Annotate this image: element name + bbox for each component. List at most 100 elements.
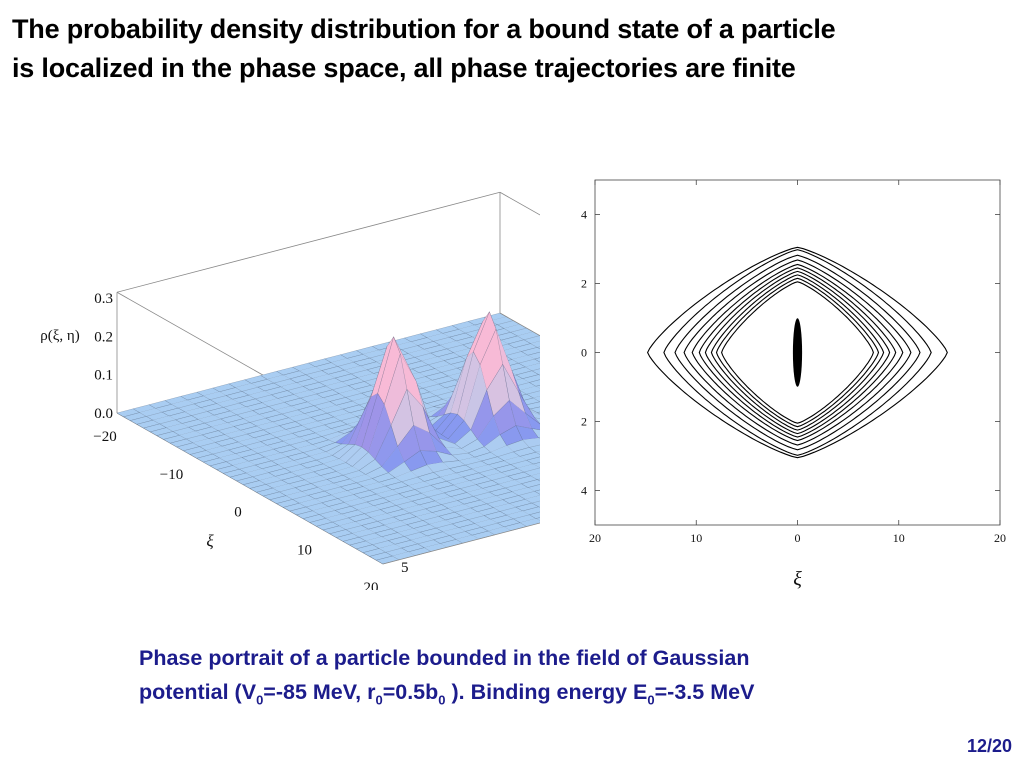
surface-patch bbox=[232, 461, 256, 470]
surface-patch bbox=[421, 489, 445, 498]
surface-patch bbox=[288, 413, 312, 422]
y-tick-label: 0 bbox=[581, 346, 587, 360]
surface-patch bbox=[376, 489, 399, 498]
title-line-1: The probability density distribution for… bbox=[12, 14, 836, 44]
surface-patch bbox=[211, 422, 234, 431]
xi-axis-label: ξ bbox=[793, 568, 802, 590]
surface-patch bbox=[301, 421, 325, 430]
surface-patch bbox=[408, 481, 431, 490]
xi-axis-label: ξ bbox=[206, 532, 214, 551]
surface-patch bbox=[275, 406, 298, 414]
phase-trajectory bbox=[710, 274, 885, 431]
xi-tick-label: 0 bbox=[234, 505, 242, 521]
y-tick-label: 2 bbox=[581, 277, 587, 291]
phase-portrait-plot: 20100102042024ηξ bbox=[560, 179, 1006, 590]
surface-patch bbox=[464, 364, 487, 430]
surface-patch bbox=[363, 482, 386, 491]
surface-patch bbox=[323, 458, 346, 468]
surface-patch bbox=[458, 325, 482, 334]
caption-line-2: potential (V0=-85 MeV, r0=0.5b0 ). Bindi… bbox=[139, 680, 755, 708]
surface-patch bbox=[331, 490, 354, 499]
surface-patch bbox=[344, 366, 367, 374]
phase-trajectory bbox=[691, 263, 904, 442]
phase-trajectory bbox=[721, 281, 874, 424]
surface-patch bbox=[485, 472, 508, 481]
surface-patch bbox=[246, 468, 269, 477]
density-surface bbox=[116, 311, 540, 565]
surface-patch bbox=[357, 505, 381, 514]
surface-patch bbox=[235, 383, 258, 392]
y-tick-label: 2 bbox=[581, 415, 587, 429]
surface-patch bbox=[493, 503, 516, 512]
surface-patch bbox=[488, 526, 511, 535]
surface-patch bbox=[413, 425, 437, 452]
surface-patch bbox=[520, 518, 540, 527]
surface-patch bbox=[339, 521, 362, 530]
surface-patch bbox=[312, 374, 336, 383]
surface-patch bbox=[496, 329, 519, 392]
phase-trajectory bbox=[715, 277, 880, 428]
surface-patch bbox=[192, 438, 216, 447]
surface-patch bbox=[272, 483, 296, 492]
surface-patch bbox=[344, 498, 367, 507]
surface-patch bbox=[525, 495, 540, 504]
surface-patch bbox=[535, 385, 540, 389]
surface-patch bbox=[477, 416, 500, 447]
box-edge bbox=[116, 191, 501, 293]
page-number: 12/20 bbox=[966, 736, 1012, 756]
surface-patch bbox=[267, 375, 290, 384]
title-line-2: is localized in the phase space, all pha… bbox=[12, 53, 796, 83]
z-tick-label: 0.2 bbox=[94, 329, 113, 345]
surface-patch bbox=[328, 431, 352, 443]
surface-axis-labels: 0.30.20.10.0ρ(ξ, η)−20−1001020ξ50−5η bbox=[40, 291, 408, 590]
surface-patch bbox=[216, 399, 240, 408]
surface-patch bbox=[400, 354, 423, 407]
surface-patch bbox=[395, 471, 418, 482]
y-tick-label: 4 bbox=[581, 208, 587, 222]
surface-patch bbox=[277, 460, 301, 469]
surface-patch bbox=[434, 496, 458, 505]
surface-patch bbox=[293, 390, 317, 399]
plot-box-front bbox=[382, 312, 540, 565]
surface-patch bbox=[424, 543, 447, 552]
x-tick-label: 20 bbox=[994, 531, 1006, 545]
surface-patch bbox=[349, 474, 373, 483]
surface-patch bbox=[262, 398, 285, 407]
surface-patch bbox=[336, 466, 360, 476]
x-tick-label: 20 bbox=[589, 531, 601, 545]
surface-patch bbox=[538, 437, 540, 440]
surface-patch bbox=[296, 444, 320, 453]
surface-patch bbox=[535, 451, 540, 455]
surface-patch bbox=[445, 447, 469, 456]
surface-patch bbox=[384, 520, 407, 529]
surface-patch bbox=[230, 406, 253, 415]
phase-trajectory bbox=[698, 267, 897, 438]
z-tick-label: 0.1 bbox=[94, 368, 113, 384]
surface-patch bbox=[325, 381, 349, 390]
surface-patch bbox=[307, 397, 330, 406]
surface-patch bbox=[397, 528, 421, 537]
surface-patch bbox=[474, 519, 498, 528]
surface-patch bbox=[381, 446, 405, 473]
surface-patch bbox=[525, 363, 540, 371]
surface-patch bbox=[442, 527, 466, 536]
surface-patch bbox=[325, 514, 349, 523]
surface-patch bbox=[198, 415, 221, 424]
surface-patch bbox=[315, 428, 338, 437]
surface-patch bbox=[416, 380, 439, 389]
phase-trajectory bbox=[704, 270, 891, 435]
surface-patch bbox=[490, 445, 514, 457]
surface-patch bbox=[506, 511, 530, 519]
surface-patch bbox=[440, 341, 463, 349]
surface-patch bbox=[424, 404, 447, 417]
surface-patch bbox=[363, 350, 386, 359]
surface-patch bbox=[498, 480, 522, 488]
surface-patch bbox=[317, 483, 341, 492]
surface-patch bbox=[320, 405, 344, 414]
surface-patch bbox=[389, 497, 413, 506]
surface-patch bbox=[512, 487, 535, 496]
surface-patch bbox=[291, 468, 314, 476]
z-axis-label: ρ(ξ, η) bbox=[40, 328, 80, 344]
surface-patch bbox=[280, 382, 304, 391]
z-tick-label: 0.3 bbox=[94, 291, 113, 307]
